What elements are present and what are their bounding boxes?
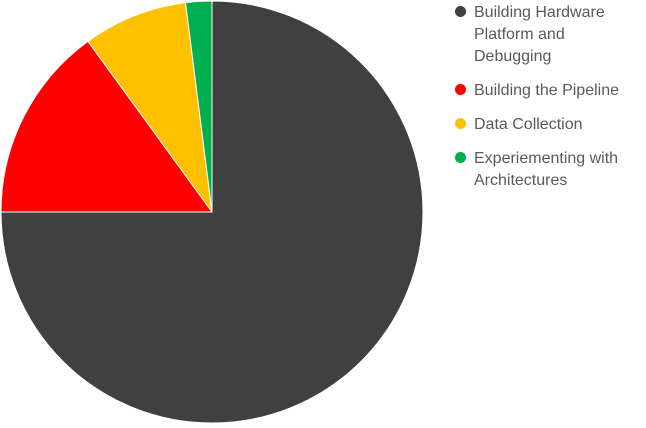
legend-swatch-1 <box>455 84 466 95</box>
legend-label-1: Building the Pipeline <box>474 82 619 99</box>
legend: Building Hardware Platform and Debugging… <box>455 2 640 204</box>
legend-label-2: Data Collection <box>474 116 583 133</box>
pie-slice-3 <box>184 0 213 213</box>
pie-slices <box>0 0 424 424</box>
legend-item-1: Building the Pipeline <box>455 80 640 102</box>
legend-swatch-0 <box>455 6 466 17</box>
pie-slice-1 <box>0 40 213 213</box>
legend-swatch-3 <box>455 152 466 163</box>
legend-label-0: Building Hardware Platform and Debugging <box>474 4 605 65</box>
legend-swatch-2 <box>455 118 466 129</box>
pie-slice-2 <box>87 2 213 213</box>
legend-item-2: Data Collection <box>455 114 640 136</box>
pie-chart <box>0 0 424 424</box>
pie-slice-0 <box>0 0 424 424</box>
legend-label-3: Experiementing with Architectures <box>474 150 619 189</box>
legend-item-0: Building Hardware Platform and Debugging <box>455 2 640 68</box>
legend-item-3: Experiementing with Architectures <box>455 148 640 192</box>
